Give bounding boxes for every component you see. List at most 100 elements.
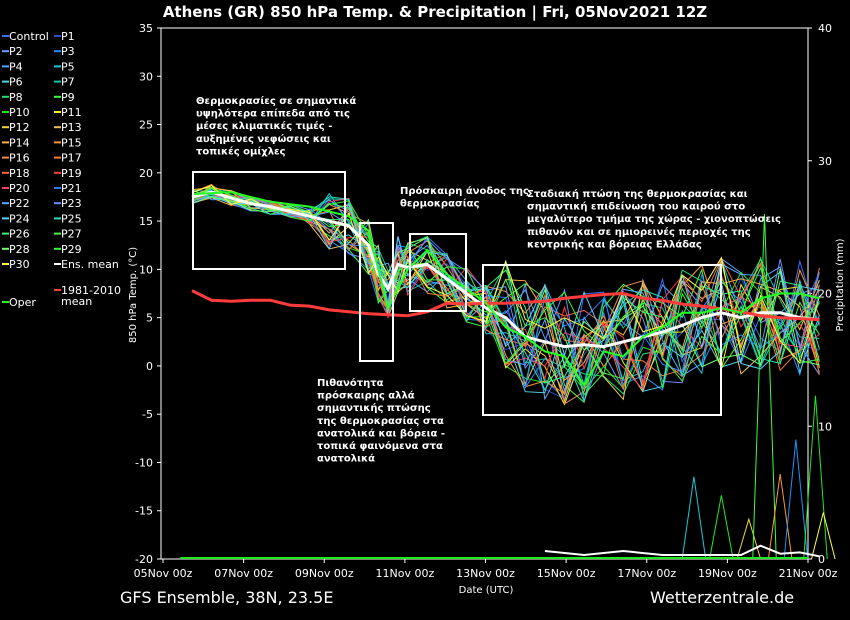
- annotation-text: Θερμοκρασίες σε σημαντικά υψηλότερα επίπε…: [196, 95, 356, 157]
- annotation-boxes: [192, 171, 722, 416]
- member-line: [191, 191, 820, 403]
- member-line: [191, 185, 820, 364]
- x-tick-label: 21Nov 00z: [779, 567, 838, 580]
- legend-label: Oper: [9, 296, 36, 309]
- precip-member-spike: [811, 512, 836, 560]
- legend-label: P12: [9, 121, 30, 134]
- legend-label: P8: [9, 91, 23, 104]
- climatology-mean-line: [191, 289, 820, 322]
- chart-title: Athens (GR) 850 hPa Temp. & Precipitatio…: [163, 3, 707, 22]
- member-line: [191, 196, 820, 368]
- y2-tick-label: 10: [818, 420, 832, 433]
- x-tick-label: 13Nov 00z: [456, 567, 515, 580]
- y-tick-label: 15: [139, 215, 153, 228]
- legend-label: P21: [61, 182, 82, 195]
- legend-label: P27: [61, 228, 82, 241]
- y2-tick-label: 30: [818, 155, 832, 168]
- member-line: [191, 187, 820, 396]
- legend-label: P20: [9, 182, 30, 195]
- x-tick-label: 11Nov 00z: [376, 567, 435, 580]
- annotation-box-cooling: [482, 264, 722, 416]
- annotation-box-rise: [409, 233, 467, 312]
- legend-label: P28: [9, 243, 30, 256]
- legend-label: P2: [9, 45, 23, 58]
- legend-label: P15: [61, 136, 82, 149]
- y-tick-label: -15: [135, 505, 153, 518]
- y-tick-label: 30: [139, 70, 153, 83]
- y-tick-label: -10: [135, 456, 153, 469]
- legend-label: P11: [61, 106, 82, 119]
- precip-member-spike: [752, 213, 777, 560]
- annotation-box-warm: [192, 171, 346, 270]
- y2-tick-label: 0: [818, 553, 825, 566]
- y-tick-label: 25: [139, 119, 153, 132]
- precip-member-spike: [709, 495, 734, 560]
- footer-site: Wetterzentrale.de: [650, 588, 795, 607]
- precip-member-spike: [767, 473, 793, 560]
- precipitation-lines: [180, 213, 836, 560]
- x-tick-label: 19Nov 00z: [698, 567, 757, 580]
- annotation-box-drop: [359, 222, 394, 362]
- legend-label: P19: [61, 167, 82, 180]
- legend-label: 1981-2010: [61, 284, 121, 297]
- legend-label: P1: [61, 30, 75, 43]
- oper-line: [191, 191, 820, 388]
- y2-tick-label: 40: [818, 22, 832, 35]
- y2-tick-label: 20: [818, 288, 832, 301]
- precip-member-spike: [736, 517, 762, 560]
- legend-label: P30: [9, 258, 30, 271]
- y-tick-label: 10: [139, 263, 153, 276]
- precip-mean-line: [544, 544, 820, 558]
- legend-label: P7: [61, 76, 75, 89]
- annotation-text: Πρόσκαιρη άνοδος της θερμοκρασίας: [400, 185, 529, 210]
- y2-axis-label: Precipitation (mm): [835, 238, 846, 331]
- legend-label: P24: [9, 212, 30, 225]
- x-tick-label: 17Nov 00z: [617, 567, 676, 580]
- legend-label: P22: [9, 197, 30, 210]
- legend-label: P18: [9, 167, 30, 180]
- main-series: [191, 190, 820, 388]
- legend-label: P14: [9, 136, 30, 149]
- precip-member-spike: [783, 439, 809, 560]
- y-tick-label: 35: [139, 22, 153, 35]
- y2-axis-ticks: 40 30 20 10 0: [808, 22, 832, 566]
- x-axis-label: Date (UTC): [459, 585, 514, 596]
- member-line: [191, 192, 820, 391]
- legend-label: P29: [61, 243, 82, 256]
- legend-label: mean: [61, 295, 92, 308]
- legend: Control P1 P2 P3 P4 P5 P6 P7 P8 P9 P10 P11 P12 P13 P14…: [2, 30, 121, 309]
- legend-label: P23: [61, 197, 82, 210]
- precip-member-spike: [681, 476, 707, 560]
- legend-label: P17: [61, 152, 82, 165]
- x-tick-label: 09Nov 00z: [295, 567, 354, 580]
- x-tick-label: 05Nov 00z: [134, 567, 193, 580]
- legend-label: P4: [9, 60, 23, 73]
- x-tick-label: 15Nov 00z: [537, 567, 596, 580]
- legend-label: Ens. mean: [61, 258, 119, 271]
- ensemble-mean-line: [191, 190, 820, 349]
- legend-label: P9: [61, 91, 75, 104]
- annotation-text: Πιθανότητα πρόσκαιρης αλλά σημαντικής πτώσ…: [317, 377, 445, 465]
- y-tick-label: 5: [146, 312, 153, 325]
- legend-label: Control: [9, 30, 49, 43]
- y-tick-label: 0: [146, 360, 153, 373]
- legend-label: P16: [9, 152, 30, 165]
- footer-source: GFS Ensemble, 38N, 23.5E: [120, 588, 334, 607]
- legend-label: P5: [61, 60, 75, 73]
- y-axis-ticks: 35 30 25 20 15 10 5 0 -5 -10 -15 -20: [135, 22, 161, 566]
- legend-label: P13: [61, 121, 82, 134]
- y-tick-label: -20: [135, 553, 153, 566]
- legend-label: P25: [61, 212, 82, 225]
- y-tick-label: 20: [139, 167, 153, 180]
- annotation-text: Σταδιακή πτώση της θερμοκρασίας και σημαν…: [527, 188, 781, 250]
- y-axis-label: 850 hPa Temp. (°C): [128, 247, 139, 343]
- legend-label: P26: [9, 228, 30, 241]
- legend-label: P6: [9, 76, 23, 89]
- precip-member-spike: [803, 395, 828, 560]
- legend-label: P10: [9, 106, 30, 119]
- legend-label: P3: [61, 45, 75, 58]
- x-axis-ticks: 05Nov 00z 07Nov 00z 09Nov 00z 11Nov 00z 13No…: [134, 559, 838, 580]
- annotations: Θερμοκρασίες σε σημαντικά υψηλότερα επίπε…: [196, 95, 781, 465]
- y-tick-label: -5: [142, 408, 153, 421]
